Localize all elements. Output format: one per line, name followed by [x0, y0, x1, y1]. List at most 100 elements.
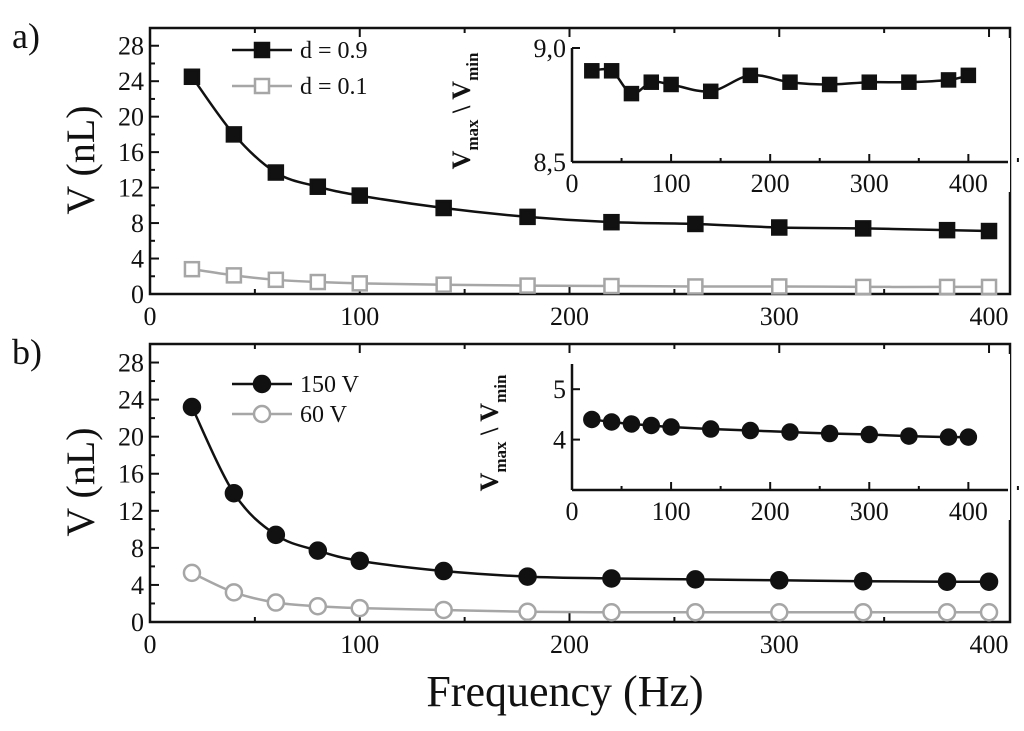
data-point: [979, 603, 999, 622]
data-point: [686, 570, 705, 589]
inset-data-point: [939, 428, 958, 446]
data-point: [518, 567, 537, 586]
data-point: [309, 273, 327, 291]
inset-data-point: [623, 85, 640, 102]
panel-label: b): [12, 332, 42, 372]
inset-data-point: [702, 83, 719, 100]
x-tick-label: 300: [760, 630, 799, 659]
data-point: [351, 275, 369, 292]
data-point: [351, 187, 369, 204]
y-tick-label: 4: [131, 571, 144, 600]
inset-data-point: [820, 424, 839, 443]
inset-series: [583, 410, 978, 446]
x-tick-label: 0: [144, 302, 157, 331]
data-point: [979, 572, 999, 591]
y-tick-label: 20: [118, 103, 144, 132]
inset-data-point: [642, 416, 661, 435]
inset-ylabel-numerator: V: [475, 472, 504, 491]
data-point: [603, 213, 620, 231]
inset-data-point: [583, 410, 601, 429]
legend-entry: 150 V: [232, 372, 360, 398]
data-point: [770, 571, 789, 590]
inset-y-tick-label: 8,5: [534, 148, 567, 177]
data-point: [937, 572, 957, 591]
inset-data-point: [584, 63, 600, 79]
inset-data-point: [860, 425, 879, 444]
y-tick-label: 8: [131, 534, 144, 563]
legend-marker: [252, 374, 272, 394]
legend-marker: [253, 41, 271, 59]
y-tick-label: 12: [118, 174, 144, 203]
y-tick-label: 16: [118, 460, 144, 489]
inset-x-tick-label: 200: [751, 497, 790, 526]
x-tick-label: 300: [760, 302, 799, 331]
x-tick-label: 400: [970, 630, 1009, 659]
x-tick-label: 200: [550, 630, 589, 659]
x-tick-label: 400: [970, 302, 1009, 331]
y-tick-label: 24: [118, 67, 144, 96]
y-tick-label: 0: [131, 608, 144, 637]
inset-background: [562, 38, 1010, 192]
y-tick-label: 12: [118, 497, 144, 526]
inset-y-axis-label: Vmax \ Vmin: [475, 374, 510, 491]
inset-y-tick-label: 9,0: [534, 34, 567, 63]
inset-data-point: [742, 67, 759, 84]
inset-data-point: [701, 420, 720, 438]
y-tick-label: 4: [131, 245, 144, 274]
series-d-0-9: [183, 68, 998, 240]
data-point: [853, 603, 873, 622]
inset-y-tick-label: 5: [553, 375, 566, 404]
legend-entry: 60 V: [232, 402, 348, 428]
inset-data-point: [781, 423, 799, 441]
inset-data-point: [901, 74, 917, 90]
data-point: [434, 600, 453, 620]
y-axis-label: V (nL): [58, 105, 103, 214]
data-point: [937, 603, 957, 622]
data-point: [435, 276, 452, 293]
y-tick-label: 16: [118, 138, 144, 167]
inset-data-point: [782, 74, 798, 90]
data-point: [435, 199, 452, 217]
data-point: [519, 277, 536, 294]
data-point: [687, 278, 704, 295]
data-point: [225, 126, 243, 143]
inset-data-point: [603, 63, 620, 79]
data-point: [938, 221, 956, 239]
data-point: [308, 596, 328, 616]
legend-entry: d = 0.9: [232, 38, 368, 64]
data-point: [266, 525, 286, 545]
inset-data-point: [861, 74, 878, 90]
inset-data-point: [959, 428, 978, 446]
inset-ylabel-denominator: V: [475, 403, 504, 422]
data-point: [602, 569, 621, 588]
inset-series: [584, 63, 977, 102]
inset-data-point: [960, 67, 977, 84]
data-point: [980, 278, 998, 296]
panel-b: 0 100 200 300 400 0 4 8 12 16 20 24 28 b) V (nL) 150 V 6…: [12, 332, 1019, 659]
y-tick-label: 24: [118, 386, 144, 415]
inset-y-axis-label: Vmax \ Vmin: [447, 52, 482, 169]
data-point: [309, 178, 327, 195]
data-point: [266, 593, 286, 612]
inset-data-point: [940, 72, 957, 88]
y-tick-label: 28: [118, 32, 144, 61]
inset-ylabel-numerator-sub: max: [491, 441, 510, 473]
data-point: [938, 278, 956, 296]
legend-label: 60 V: [300, 402, 348, 428]
inset-ylabel-numerator: V: [447, 150, 476, 169]
inset-data-point: [662, 418, 680, 436]
inset-x-tick-label: 100: [652, 169, 691, 198]
inset-chart: 0 100 200 300 400 8,5 9,0 Vmax \ Vmin: [447, 34, 1019, 198]
inset-data-point: [622, 415, 641, 433]
inset-data-point: [900, 427, 918, 445]
data-point: [771, 219, 788, 236]
inset-x-tick-label: 200: [751, 169, 790, 198]
data-point: [350, 598, 370, 618]
x-tick-label: 0: [144, 630, 157, 659]
inset-x-tick-label: 0: [566, 169, 579, 198]
data-point: [602, 603, 621, 622]
inset-x-tick-label: 400: [949, 497, 988, 526]
data-point: [183, 260, 201, 278]
